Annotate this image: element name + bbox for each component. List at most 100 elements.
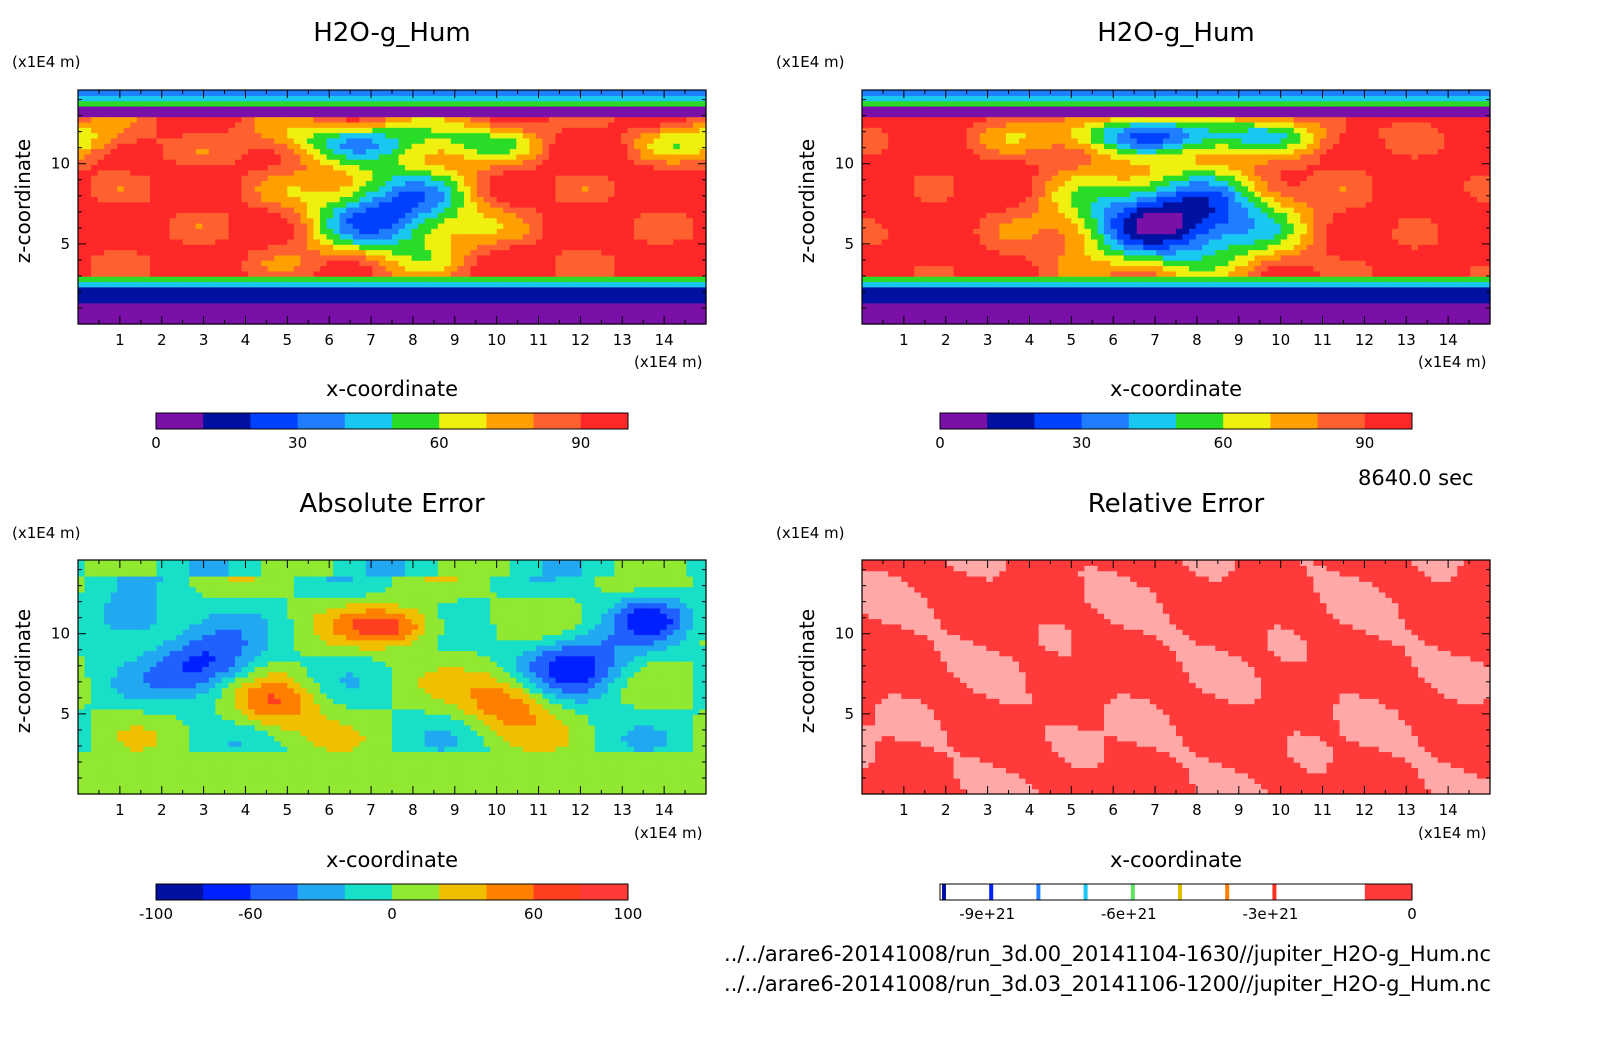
field-cell <box>607 308 616 314</box>
field-cell <box>666 254 674 261</box>
field-cell <box>620 153 629 160</box>
field-cell <box>163 105 171 112</box>
field-cell <box>248 265 256 272</box>
field-cell <box>261 180 269 187</box>
field-cell <box>182 254 190 261</box>
field-cell <box>352 143 360 150</box>
field-cell <box>503 318 511 325</box>
field-cell <box>189 207 197 213</box>
field-cell <box>686 297 694 304</box>
field-cell <box>666 217 674 224</box>
field-cell <box>313 276 321 283</box>
field-cell <box>496 276 504 283</box>
field-cell <box>875 281 883 288</box>
field-cell <box>411 254 419 261</box>
field-cell <box>267 196 275 203</box>
panel3-x-unit: (x1E4 m) <box>634 824 703 842</box>
field-cell <box>418 297 426 304</box>
field-cell <box>907 270 915 277</box>
field-cell <box>457 90 465 96</box>
field-cell <box>149 100 158 107</box>
field-cell <box>509 286 517 293</box>
field-cell <box>365 265 373 272</box>
field-cell <box>280 228 288 235</box>
field-cell <box>901 121 909 128</box>
field-cell <box>182 212 190 219</box>
field-cell <box>84 169 92 176</box>
field-cell <box>673 201 681 208</box>
field-cell <box>104 244 112 251</box>
field-cell <box>156 185 164 192</box>
field-cell <box>78 297 86 304</box>
field-cell <box>483 260 491 267</box>
field-cell <box>411 185 419 192</box>
field-cell <box>542 95 550 102</box>
field-cell <box>176 169 184 176</box>
field-cell <box>117 137 125 144</box>
field-cell <box>248 302 256 309</box>
field-cell <box>483 121 491 128</box>
field-cell <box>522 270 530 277</box>
field-cell <box>208 313 216 320</box>
field-cell <box>333 276 341 283</box>
field-cell <box>522 111 530 118</box>
field-cell <box>215 302 223 309</box>
field-cell <box>424 244 432 251</box>
field-cell <box>208 95 216 102</box>
field-cell <box>660 121 668 128</box>
field-cell <box>868 143 876 150</box>
field-cell <box>875 308 883 314</box>
field-cell <box>483 90 491 96</box>
field-cell <box>254 265 262 272</box>
field-cell <box>673 270 681 277</box>
field-cell <box>241 212 249 219</box>
field-cell <box>221 286 230 293</box>
field-cell <box>601 105 609 112</box>
field-cell <box>496 175 504 182</box>
field-cell <box>647 308 655 314</box>
field-cell <box>189 313 197 320</box>
field-cell <box>940 207 948 213</box>
field-cell <box>405 132 413 139</box>
field-cell <box>673 302 681 309</box>
field-cell <box>91 313 99 320</box>
field-cell <box>300 238 308 245</box>
field-cell <box>431 180 439 187</box>
field-cell <box>607 260 616 267</box>
x-tick-label: 4 <box>241 331 251 349</box>
field-cell <box>300 276 308 283</box>
field-cell <box>306 244 315 251</box>
field-cell <box>444 164 452 171</box>
field-cell <box>346 207 354 213</box>
field-cell <box>627 308 635 314</box>
field-cell <box>588 270 596 277</box>
field-cell <box>875 191 883 197</box>
field-cell <box>692 217 701 224</box>
field-cell <box>333 111 341 118</box>
field-cell <box>398 95 406 102</box>
field-cell <box>522 185 530 192</box>
field-cell <box>398 100 406 107</box>
x-tick-label: 14 <box>655 331 674 349</box>
field-cell <box>306 180 315 187</box>
field-cell <box>365 302 373 309</box>
field-cell <box>97 90 105 96</box>
field-cell <box>868 185 876 192</box>
field-cell <box>228 302 236 309</box>
field-cell <box>940 276 948 283</box>
field-cell <box>562 127 570 134</box>
field-cell <box>149 238 158 245</box>
field-cell <box>405 207 413 213</box>
field-cell <box>104 143 112 150</box>
field-cell <box>163 265 171 272</box>
field-cell <box>208 212 216 219</box>
field-cell <box>470 90 478 96</box>
field-cell <box>372 100 380 107</box>
field-cell <box>568 180 576 187</box>
field-cell <box>143 90 151 96</box>
field-cell <box>117 95 125 102</box>
field-cell <box>920 276 929 283</box>
field-cell <box>235 143 243 150</box>
field-cell <box>555 185 563 192</box>
field-cell <box>894 153 902 160</box>
